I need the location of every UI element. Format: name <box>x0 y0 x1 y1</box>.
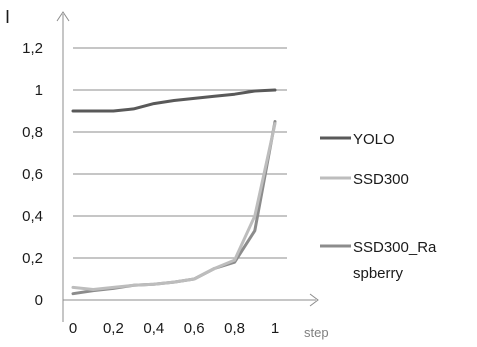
y-tick-label: 0,2 <box>22 250 43 267</box>
series-line-0 <box>71 88 277 113</box>
tick-labels: 0 0,2 0,4 0,6 0,8 1 1,2 0 0,2 0,4 0,6 0,8 1 <box>22 40 279 337</box>
y-tick-label: 0 <box>35 292 43 309</box>
x-axis-label: step <box>304 325 329 340</box>
series-line-2 <box>71 120 277 296</box>
legend-label-1: SSD300 <box>353 171 409 188</box>
x-tick-label: 0,8 <box>224 320 245 337</box>
y-tick-label: 0,8 <box>22 124 43 141</box>
x-tick-label: 0 <box>69 320 77 337</box>
series-lines <box>71 88 277 296</box>
y-axis-arrow <box>56 11 70 22</box>
gridlines <box>73 47 287 259</box>
y-tick-label: 1 <box>35 82 43 99</box>
legend-label-0: YOLO <box>353 131 395 148</box>
x-tick-label: 1 <box>271 320 279 337</box>
legend-label-2: SSD300_Ra <box>353 239 437 256</box>
y-tick-label: 0,4 <box>22 208 43 225</box>
series-line-1 <box>71 122 277 291</box>
x-axis-arrow <box>309 293 319 307</box>
y-tick-label: 0,6 <box>22 166 43 183</box>
legend-label-2: spberry <box>353 265 404 282</box>
y-tick-label: 1,2 <box>22 40 43 57</box>
axes <box>56 11 319 322</box>
x-tick-label: 0,2 <box>103 320 124 337</box>
x-tick-label: 0,4 <box>143 320 164 337</box>
y-axis-label: I <box>5 7 10 27</box>
x-tick-label: 0,6 <box>184 320 205 337</box>
